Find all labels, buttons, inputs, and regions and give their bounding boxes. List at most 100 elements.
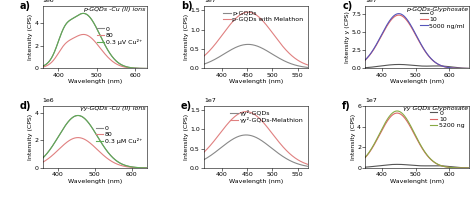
γy²-GQDs-Melathion xyxy=(201,151,207,154)
γy²-GQDs xyxy=(271,148,276,151)
Legend: γy²-GQDs, γy²-GQDs-Melathion: γy²-GQDs, γy²-GQDs-Melathion xyxy=(229,109,305,124)
5000 ng/ml xyxy=(466,67,472,70)
Y-axis label: Intensity (CPS): Intensity (CPS) xyxy=(183,114,189,160)
0 xyxy=(432,164,438,167)
10 xyxy=(424,154,429,156)
80 xyxy=(40,161,46,164)
10 xyxy=(466,167,472,169)
0 xyxy=(66,19,72,22)
0 xyxy=(118,162,124,165)
γy²-GQDs-Melathion xyxy=(219,129,225,132)
Line: 0.3 μM Cu²⁺: 0.3 μM Cu²⁺ xyxy=(43,116,147,168)
p-GQDs with Melathon xyxy=(245,11,251,13)
Y-axis label: Intensity y (CPS): Intensity y (CPS) xyxy=(345,12,350,63)
0 xyxy=(144,167,150,169)
Legend: 0, 10, 5000 ng/ml: 0, 10, 5000 ng/ml xyxy=(419,9,466,30)
Line: p-GQDs: p-GQDs xyxy=(204,44,308,67)
10 xyxy=(410,129,415,132)
Y-axis label: Intensity (CPS): Intensity (CPS) xyxy=(28,14,33,60)
p-GQDs xyxy=(245,43,251,46)
p-GQDs xyxy=(201,63,207,65)
0 xyxy=(424,165,429,167)
0 xyxy=(410,164,415,167)
Line: 0: 0 xyxy=(365,64,469,68)
0 xyxy=(441,65,447,67)
80 xyxy=(144,67,150,70)
5000 ng/ml xyxy=(424,52,429,55)
γy²-GQDs xyxy=(263,142,268,144)
5200 ng xyxy=(410,128,415,131)
0 xyxy=(75,114,81,117)
0.3 μV Cu²⁺ xyxy=(81,12,86,15)
10 xyxy=(381,126,386,129)
0 xyxy=(441,165,447,167)
80 xyxy=(58,48,64,50)
0 xyxy=(109,156,115,159)
0 xyxy=(466,167,472,169)
Legend: 0, 80, 0.3 μM Cu²⁺: 0, 80, 0.3 μM Cu²⁺ xyxy=(94,125,144,146)
10 xyxy=(432,61,438,63)
p-GQDs with Melathon xyxy=(201,55,207,57)
10 xyxy=(410,28,415,30)
0.3 μV Cu²⁺ xyxy=(118,63,124,66)
0.3 μM Cu²⁺ xyxy=(87,123,93,126)
γy²-GQDs xyxy=(201,158,207,161)
Text: γy GQDs Glyphosate: γy GQDs Glyphosate xyxy=(403,106,468,112)
Line: γy²-GQDs-Melathion: γy²-GQDs-Melathion xyxy=(204,112,308,164)
0 xyxy=(394,163,400,166)
0.3 μV Cu²⁺ xyxy=(87,16,93,18)
0 xyxy=(58,131,64,133)
0.3 μV Cu²⁺ xyxy=(66,19,72,22)
0 xyxy=(66,119,72,122)
0.3 μV Cu²⁺ xyxy=(109,55,115,58)
γy²-GQDs-Melathion xyxy=(248,112,254,114)
Text: p-GQDs-Glyphosate: p-GQDs-Glyphosate xyxy=(406,7,468,12)
0 xyxy=(389,63,395,66)
p-GQDs with Melathon xyxy=(280,45,285,47)
0 xyxy=(58,33,64,35)
80 xyxy=(81,33,86,36)
5000 ng/ml xyxy=(381,30,386,32)
γy²-GQDs xyxy=(228,139,234,142)
80 xyxy=(101,52,107,54)
10 xyxy=(394,112,400,114)
Y-axis label: Intensity (CPS): Intensity (CPS) xyxy=(28,114,33,160)
γy²-GQDs-Melathion xyxy=(228,119,234,122)
80 xyxy=(87,142,93,144)
80 xyxy=(118,65,124,67)
5200 ng xyxy=(394,110,400,112)
5000 ng/ml xyxy=(396,12,401,15)
p-GQDs xyxy=(248,43,254,46)
X-axis label: Wavelength (nm): Wavelength (nm) xyxy=(68,178,122,184)
Line: 80: 80 xyxy=(43,138,147,168)
80 xyxy=(109,160,115,163)
p-GQDs with Melathon xyxy=(263,23,268,25)
0 xyxy=(118,63,124,66)
80 xyxy=(58,146,64,148)
0 xyxy=(362,66,368,69)
Line: 10: 10 xyxy=(365,113,469,168)
0.3 μM Cu²⁺ xyxy=(66,119,72,122)
10 xyxy=(389,114,395,117)
5200 ng xyxy=(466,167,472,169)
10 xyxy=(424,52,429,55)
γy²-GQDs xyxy=(243,134,249,136)
0.3 μM Cu²⁺ xyxy=(58,131,64,133)
Line: 0: 0 xyxy=(43,116,147,168)
5000 ng/ml xyxy=(362,59,368,61)
Line: 5200 ng: 5200 ng xyxy=(365,111,469,168)
0 xyxy=(381,64,386,67)
0 xyxy=(40,157,46,159)
p-GQDs with Melathon xyxy=(271,33,276,36)
0 xyxy=(396,63,402,66)
0 xyxy=(432,65,438,67)
10 xyxy=(381,31,386,33)
5000 ng/ml xyxy=(441,65,447,68)
X-axis label: Wavelength (nm): Wavelength (nm) xyxy=(68,79,122,84)
80 xyxy=(66,39,72,42)
80 xyxy=(40,66,46,68)
X-axis label: Wavelength (nm): Wavelength (nm) xyxy=(229,178,283,184)
p-GQDs xyxy=(280,59,285,61)
Line: 0: 0 xyxy=(43,13,147,68)
10 xyxy=(441,65,447,68)
